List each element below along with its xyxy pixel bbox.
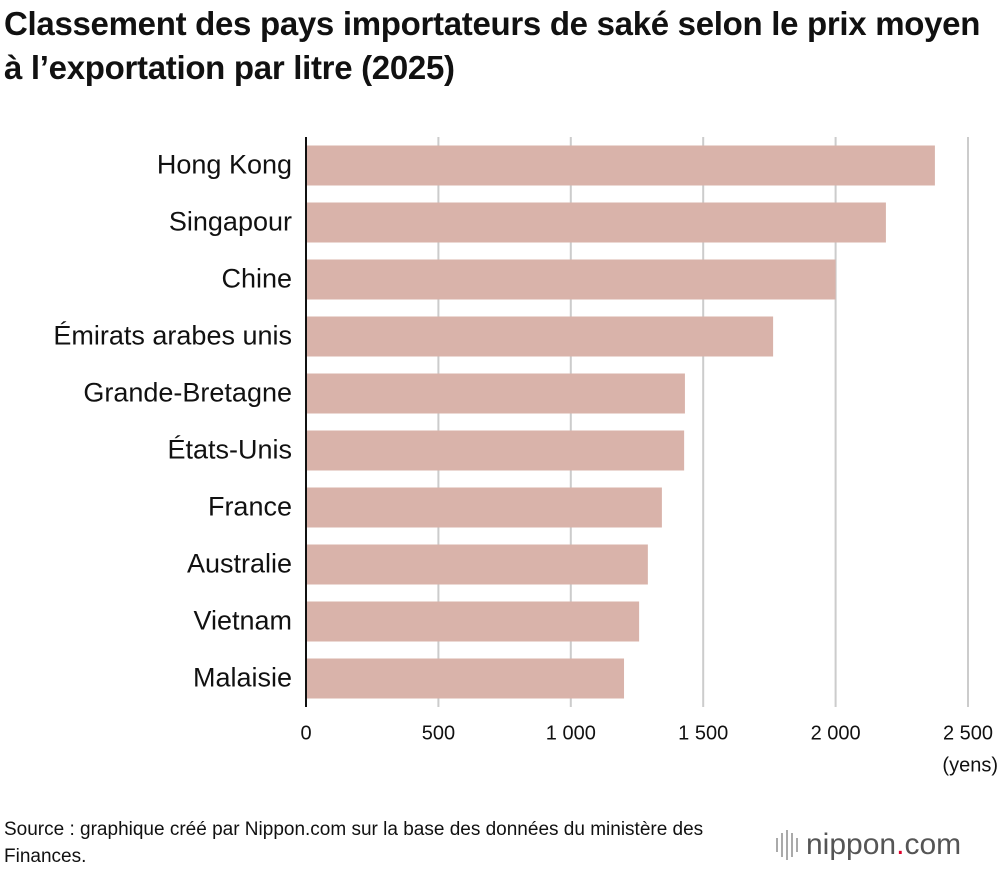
bar xyxy=(306,658,625,699)
y-tick-label: États-Unis xyxy=(167,435,292,465)
x-axis-unit: (yens) xyxy=(942,754,998,776)
chart-title: Classement des pays importateurs de saké… xyxy=(4,5,981,86)
logo-name: nippon xyxy=(806,828,896,861)
bar xyxy=(306,373,685,414)
bar xyxy=(306,316,774,357)
x-tick-label: 1 500 xyxy=(678,722,728,744)
x-tick-label: 0 xyxy=(300,722,311,744)
logo-icon xyxy=(781,833,783,857)
bar xyxy=(306,601,640,642)
bar xyxy=(306,487,662,528)
logo-icon xyxy=(796,838,798,852)
x-tick-label: 1 000 xyxy=(546,722,596,744)
logo-icon xyxy=(791,833,793,857)
logo: nippon.com xyxy=(776,828,961,861)
x-tick-label: 2 500 xyxy=(943,722,993,744)
bar xyxy=(306,202,886,243)
x-tick-label: 500 xyxy=(422,722,455,744)
y-tick-label: Singapour xyxy=(169,207,292,237)
bar xyxy=(306,259,836,300)
bar xyxy=(306,145,935,186)
y-tick-label: Chine xyxy=(221,264,292,294)
bar xyxy=(306,544,648,585)
y-tick-label: Émirats arabes unis xyxy=(53,321,292,351)
y-tick-label: France xyxy=(208,492,292,522)
y-tick-label: Hong Kong xyxy=(157,150,292,180)
x-tick-label: 2 000 xyxy=(811,722,861,744)
logo-suffix: com xyxy=(904,828,961,861)
y-tick-label: Grande-Bretagne xyxy=(83,378,292,408)
logo-icon xyxy=(786,830,788,860)
y-tick-label: Vietnam xyxy=(193,606,292,636)
logo-dot: . xyxy=(896,828,904,861)
y-tick-label: Malaisie xyxy=(193,663,292,693)
bar xyxy=(306,430,685,471)
logo-text: nippon.com xyxy=(806,828,961,861)
logo-icon xyxy=(776,838,778,852)
y-tick-label: Australie xyxy=(187,549,292,579)
source-note: Source : graphique créé par Nippon.com s… xyxy=(4,819,704,867)
